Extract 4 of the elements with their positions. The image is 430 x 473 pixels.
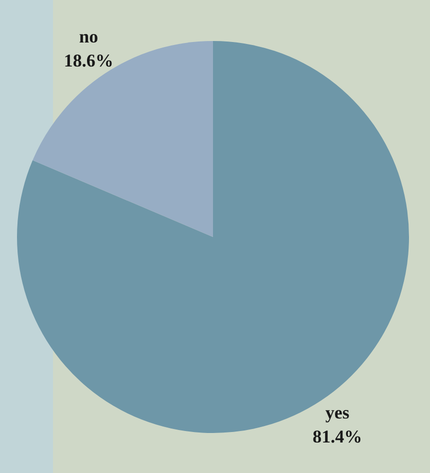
data-label: 81.4% [312,426,362,447]
slice-label: no [79,26,98,47]
data-label: 18.6% [64,50,114,71]
slice-label: yes [325,402,350,423]
